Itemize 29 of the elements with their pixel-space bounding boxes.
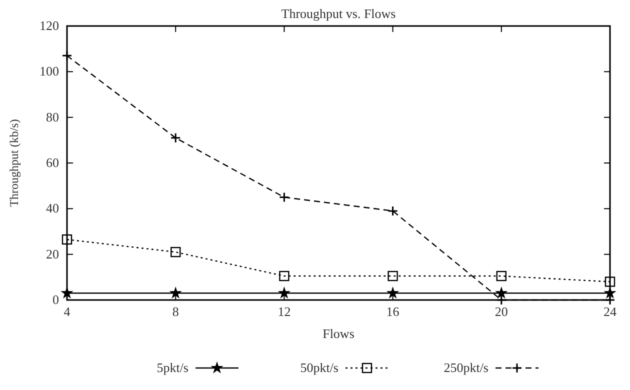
point — [62, 234, 72, 245]
point — [388, 270, 398, 282]
y-tick-label: 120 — [40, 18, 59, 33]
legend-label: 5pkt/s — [156, 360, 188, 375]
legend-label: 50pkt/s — [300, 360, 338, 375]
chart-title: Throughput vs. Flows — [281, 6, 396, 21]
legend-label: 250pkt/s — [444, 360, 488, 375]
y-tick-label: 0 — [52, 292, 59, 307]
x-tick-label: 16 — [386, 304, 400, 319]
x-tick-label: 20 — [494, 304, 508, 319]
x-tick-label: 12 — [278, 304, 291, 319]
y-tick-label: 60 — [46, 155, 59, 170]
x-tick-label: 4 — [64, 304, 71, 319]
point — [170, 246, 181, 258]
point — [386, 286, 400, 299]
x-axis-title: Flows — [322, 326, 354, 341]
y-tick-label: 20 — [46, 246, 59, 262]
point — [495, 286, 508, 299]
point — [169, 286, 182, 299]
point — [278, 286, 291, 299]
x-tick-label: 24 — [604, 304, 617, 319]
y-tick-label: 80 — [46, 109, 59, 124]
point — [496, 270, 506, 282]
x-tick-label: 8 — [172, 304, 179, 319]
y-tick-label: 100 — [40, 64, 59, 79]
y-tick-label: 40 — [46, 200, 59, 216]
point — [279, 270, 290, 282]
point — [604, 276, 616, 287]
y-axis-title: Throughput (kb/s) — [7, 119, 21, 207]
